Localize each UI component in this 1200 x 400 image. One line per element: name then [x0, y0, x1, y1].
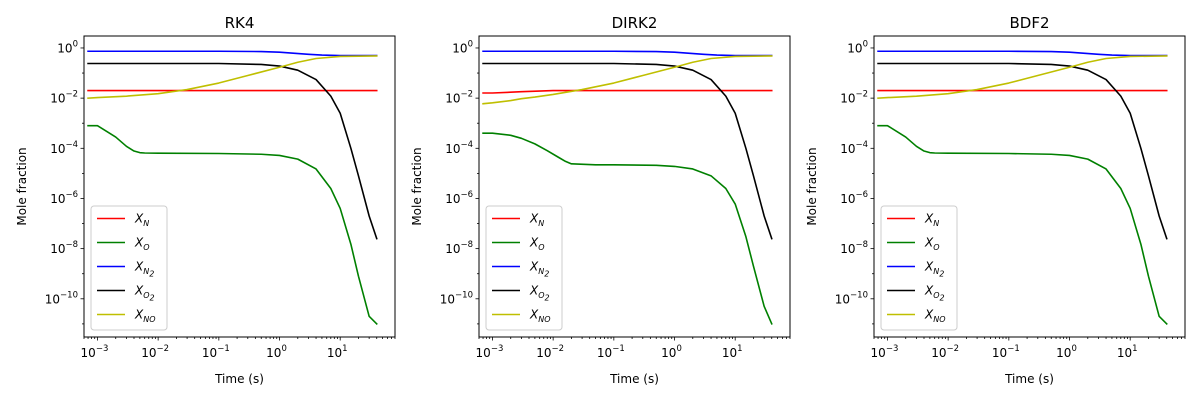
- series-line-x-n-2: [482, 50, 773, 57]
- legend-label-x-o: XO: [924, 236, 940, 253]
- plot-frame: [83, 35, 396, 338]
- legend-label-x-n: XN: [134, 212, 149, 229]
- legend-label-x-n-2: XN2: [529, 260, 549, 279]
- x-tick-label: 10−2: [931, 344, 959, 360]
- y-axis-label: Mole fraction: [15, 147, 29, 225]
- y-tick-label: 10−4: [840, 140, 868, 156]
- x-tick-label: 10−1: [597, 344, 625, 360]
- y-tick-label: 10−4: [445, 140, 473, 156]
- x-tick-label: 10−2: [536, 344, 564, 360]
- legend-label-x-n-2: XN2: [924, 260, 944, 279]
- y-tick-label: 10−10: [835, 290, 868, 306]
- x-tick-label: 100: [266, 344, 287, 360]
- series-line-x-o: [87, 124, 378, 326]
- series-line-x-o: [877, 124, 1168, 326]
- legend-label-x-n: XN: [924, 212, 939, 229]
- legend-label-x-no: XNO: [924, 308, 946, 325]
- legend-label-x-no: XNO: [529, 308, 551, 325]
- x-axis-label: Time (s): [214, 372, 264, 386]
- legend: XN XO XN2 XO2 XNO: [880, 205, 958, 331]
- legend-frame: [485, 205, 563, 331]
- series-line-x-o: [482, 132, 773, 325]
- y-axis-label: Mole fraction: [410, 147, 424, 225]
- x-tick-label: 101: [327, 344, 348, 360]
- legend-label-x-n-2: XN2: [134, 260, 154, 279]
- legend-label-x-no: XNO: [134, 308, 156, 325]
- plot-frame: [478, 35, 791, 338]
- x-tick-label: 100: [661, 344, 682, 360]
- legend-label-x-o: XO: [529, 236, 545, 253]
- legend-label-x-o-2: XO2: [924, 284, 945, 303]
- y-tick-label: 10−10: [45, 290, 78, 306]
- y-tick-label: 10−6: [50, 190, 78, 206]
- y-tick-label: 100: [452, 39, 473, 55]
- y-tick-label: 10−2: [840, 90, 868, 106]
- x-tick-label: 101: [722, 344, 743, 360]
- series-line-x-o-2: [87, 62, 378, 240]
- legend-label-x-n: XN: [529, 212, 544, 229]
- series-line-x-o-2: [877, 62, 1168, 240]
- series-line-x-o-2: [482, 62, 773, 240]
- x-tick-label: 10−1: [202, 344, 230, 360]
- y-tick-label: 10−10: [440, 290, 473, 306]
- chart-title: DIRK2: [612, 14, 658, 32]
- y-axis-label: Mole fraction: [805, 147, 819, 225]
- x-tick-label: 10−3: [871, 344, 899, 360]
- legend-frame: [880, 205, 958, 331]
- x-tick-label: 10−1: [992, 344, 1020, 360]
- y-tick-label: 10−8: [445, 240, 473, 256]
- x-axis-label: Time (s): [1004, 372, 1054, 386]
- y-tick-label: 100: [847, 39, 868, 55]
- y-tick-label: 10−4: [50, 140, 78, 156]
- y-tick-label: 10−8: [50, 240, 78, 256]
- y-tick-label: 100: [57, 39, 78, 55]
- series-group: [87, 50, 378, 326]
- y-tick-label: 10−2: [445, 90, 473, 106]
- chart-panel-dirk2: 10−3 10−2 10−1 100 101 100 10−2 10−4 10−6 10−8 10−…: [410, 14, 791, 386]
- legend-label-x-o: XO: [134, 236, 150, 253]
- legend: XN XO XN2 XO2 XNO: [90, 205, 168, 331]
- x-tick-label: 10−2: [141, 344, 169, 360]
- x-axis-label: Time (s): [609, 372, 659, 386]
- legend-label-x-o-2: XO2: [134, 284, 155, 303]
- y-tick-label: 10−6: [445, 190, 473, 206]
- y-tick-label: 10−2: [50, 90, 78, 106]
- x-tick-label: 100: [1056, 344, 1077, 360]
- x-tick-label: 101: [1117, 344, 1138, 360]
- chart-panel-rk4: 10−3 10−2 10−1 100 101 100 10−2 10−4 10−6 10−8 10−…: [15, 14, 396, 386]
- series-line-x-n-2: [87, 50, 378, 57]
- chart-title: BDF2: [1009, 14, 1049, 32]
- series-group: [877, 50, 1168, 326]
- series-line-x-n-2: [877, 50, 1168, 57]
- legend-label-x-o-2: XO2: [529, 284, 550, 303]
- x-tick-label: 10−3: [476, 344, 504, 360]
- y-tick-label: 10−8: [840, 240, 868, 256]
- series-line-x-n: [482, 89, 773, 94]
- series-line-x-no: [482, 55, 773, 105]
- y-tick-label: 10−6: [840, 190, 868, 206]
- chart-title: RK4: [225, 14, 255, 32]
- series-group: [482, 50, 773, 325]
- x-tick-label: 10−3: [81, 344, 109, 360]
- series-line-x-no: [87, 55, 378, 99]
- plot-frame: [873, 35, 1186, 338]
- chart-panel-bdf2: 10−3 10−2 10−1 100 101 100 10−2 10−4 10−6 10−8 10−…: [805, 14, 1186, 386]
- legend-frame: [90, 205, 168, 331]
- series-line-x-no: [877, 55, 1168, 99]
- legend: XN XO XN2 XO2 XNO: [485, 205, 563, 331]
